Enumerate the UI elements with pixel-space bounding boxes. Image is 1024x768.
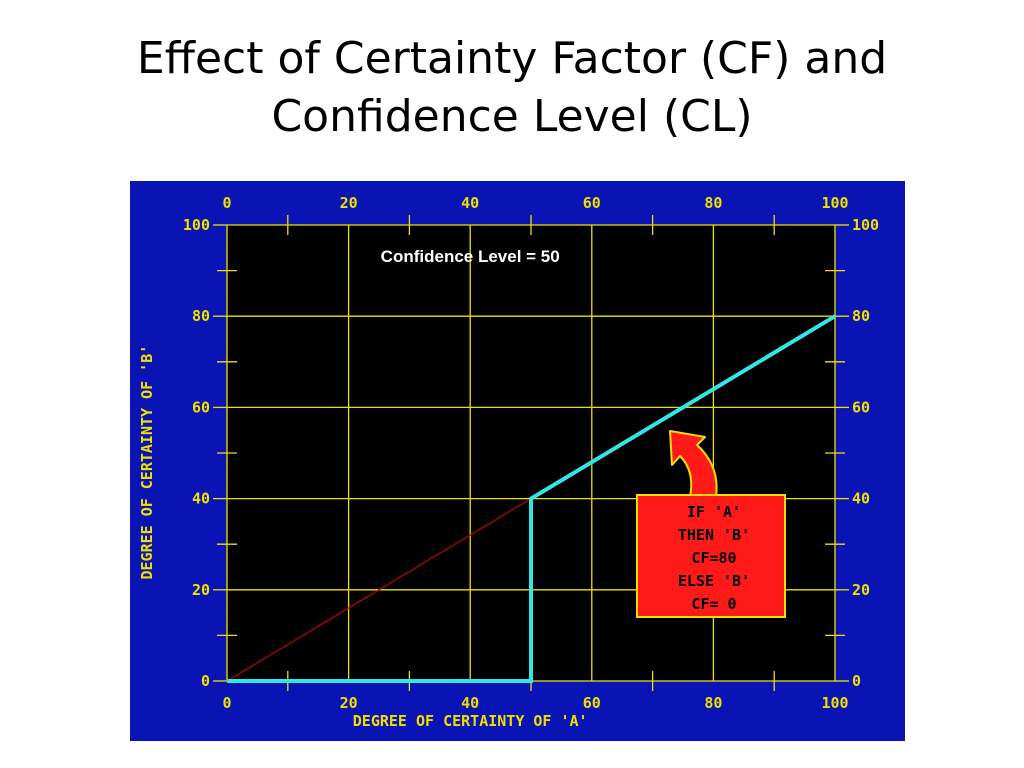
y-tick-label-right: 0: [852, 672, 861, 690]
y-tick-label-right: 100: [852, 216, 879, 234]
x-tick-label-bottom: 0: [222, 694, 231, 712]
x-tick-label-bottom: 60: [583, 694, 601, 712]
title-line-1: Effect of Certainty Factor (CF) and: [136, 33, 888, 84]
y-tick-label-left: 80: [192, 307, 210, 325]
x-tick-label-top: 80: [704, 194, 722, 212]
y-tick-label-left: 0: [201, 672, 210, 690]
rule-box: [636, 494, 786, 618]
rule-line: THEN 'B': [678, 526, 750, 544]
y-tick-label-left: 60: [192, 398, 210, 416]
title-line-2: Confidence Level (CL): [271, 91, 753, 142]
y-tick-label-right: 80: [852, 307, 870, 325]
x-tick-label-bottom: 80: [704, 694, 722, 712]
series-line-reference: [226, 498, 532, 682]
slide-title: Effect of Certainty Factor (CF) and Conf…: [0, 30, 1024, 146]
x-tick-label-top: 60: [583, 194, 601, 212]
rule-line: IF 'A': [687, 503, 741, 521]
y-axis-label: DEGREE OF CERTAINTY OF 'B': [138, 345, 156, 580]
rule-line: CF= 0: [691, 595, 736, 613]
x-tick-label-top: 40: [461, 194, 479, 212]
x-axis-label: DEGREE OF CERTAINTY OF 'A': [353, 712, 588, 730]
x-tick-label-bottom: 100: [821, 694, 848, 712]
rule-line: CF=80: [691, 549, 736, 567]
y-tick-label-left: 40: [192, 490, 210, 508]
y-tick-label-left: 20: [192, 581, 210, 599]
series-line-cf: [227, 314, 837, 683]
x-tick-label-top: 100: [821, 194, 848, 212]
x-tick-label-top: 20: [340, 194, 358, 212]
x-tick-label-top: 0: [222, 194, 231, 212]
y-tick-label-right: 60: [852, 398, 870, 416]
y-tick-label-left: 100: [183, 216, 210, 234]
chart-panel: 0 0 20 20 40 40 60 60 80 80 100 100 0 0 20 20 40 40 60 60 80…: [130, 181, 905, 741]
series: [226, 314, 837, 683]
ticks: [213, 215, 849, 691]
x-tick-label-bottom: 40: [461, 694, 479, 712]
rule-callout: IF 'A' THEN 'B' CF=80 ELSE 'B' CF= 0: [636, 430, 786, 618]
y-tick-label-right: 40: [852, 490, 870, 508]
confidence-level-annotation: Confidence Level = 50: [381, 247, 560, 266]
x-tick-label-bottom: 20: [340, 694, 358, 712]
y-tick-label-right: 20: [852, 581, 870, 599]
rule-line: ELSE 'B': [678, 572, 750, 590]
